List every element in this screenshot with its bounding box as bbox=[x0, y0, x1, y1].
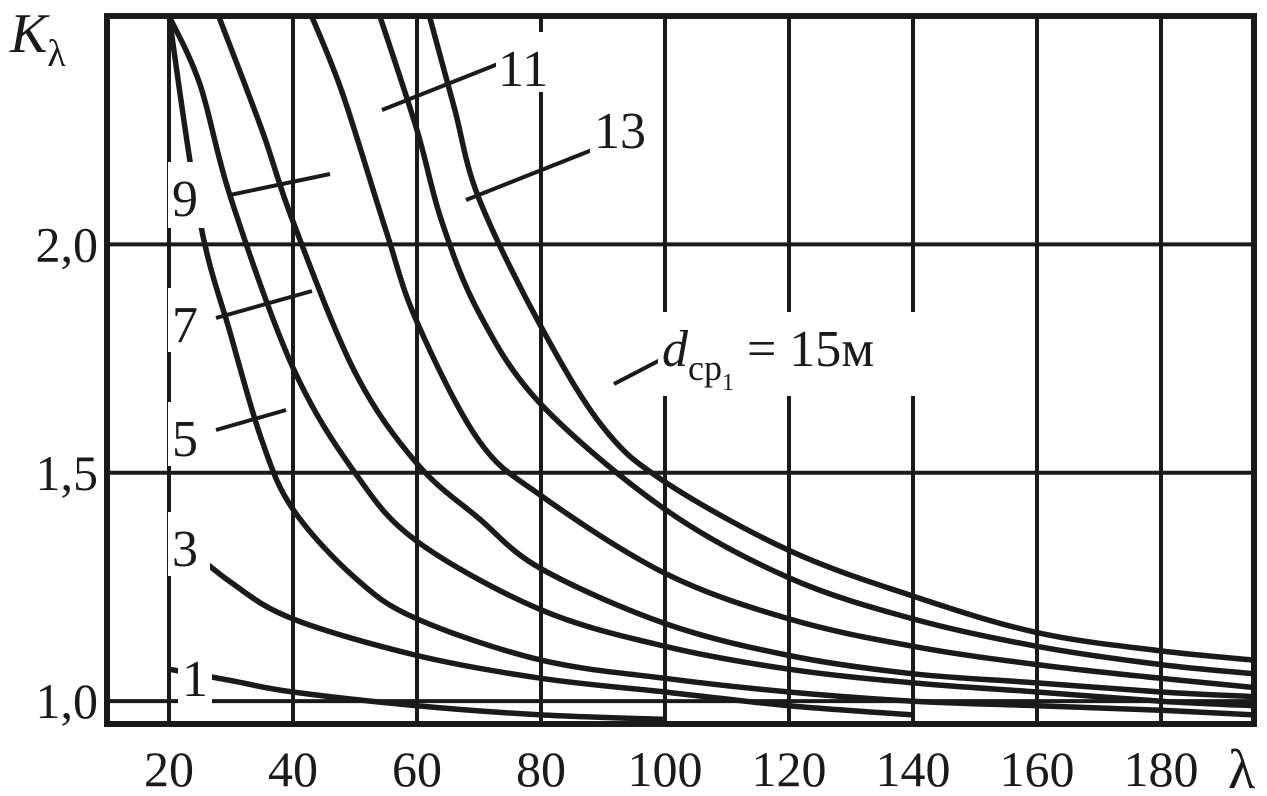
x-tick-label-80: 80 bbox=[516, 741, 566, 796]
series-line-9 bbox=[216, 16, 1254, 700]
curve-label-5: 5 bbox=[172, 411, 198, 468]
x-tick-label-180: 180 bbox=[1124, 741, 1199, 796]
d-annotation: dср1 = 15м bbox=[662, 321, 874, 396]
leader-line-13 bbox=[465, 148, 593, 202]
label-leader-lines bbox=[215, 62, 665, 432]
curve-label-1: 1 bbox=[182, 651, 208, 708]
series-line-13 bbox=[377, 16, 1254, 677]
curve-label-7: 7 bbox=[172, 297, 198, 354]
leader-line-d bbox=[613, 356, 665, 386]
y-axis-title-main: K bbox=[9, 3, 50, 65]
d-annotation-sub: ср bbox=[688, 348, 722, 388]
x-axis-title: λ bbox=[1228, 739, 1255, 796]
x-tick-label-100: 100 bbox=[628, 741, 703, 796]
series-line-7 bbox=[166, 16, 1254, 709]
leader-line-5 bbox=[215, 408, 287, 432]
x-tick-label-160: 160 bbox=[1000, 741, 1075, 796]
curve-label-11: 11 bbox=[498, 41, 548, 98]
label-1-backdrop bbox=[178, 642, 212, 706]
d-annotation-main: d bbox=[662, 321, 689, 378]
d-annotation-value: = 15м bbox=[734, 321, 874, 378]
label-3-backdrop bbox=[168, 512, 210, 576]
x-tick-label-20: 20 bbox=[144, 741, 194, 796]
x-tick-label-60: 60 bbox=[392, 741, 442, 796]
label-11-backdrop bbox=[496, 32, 558, 92]
label-13-backdrop bbox=[590, 94, 656, 154]
series-line-15 bbox=[426, 16, 1254, 663]
leader-line-9 bbox=[229, 172, 331, 197]
d-annotation-backdrop bbox=[658, 312, 950, 396]
y-axis-title: Kλ bbox=[9, 3, 66, 75]
curve-label-9: 9 bbox=[172, 171, 198, 228]
y-tick-label-1: 1,5 bbox=[36, 445, 99, 501]
label-5-backdrop bbox=[168, 402, 210, 466]
leader-line-11 bbox=[381, 62, 499, 112]
curve-label-13: 13 bbox=[594, 103, 646, 160]
y-tick-label-2: 2,0 bbox=[36, 216, 99, 272]
leader-line-7 bbox=[215, 289, 313, 320]
x-tick-labels: 20 40 60 80 100 120 140 160 180 bbox=[144, 741, 1199, 796]
label-7-backdrop bbox=[168, 288, 210, 352]
curves bbox=[166, 16, 1254, 723]
label-9-backdrop bbox=[168, 162, 210, 228]
curve-label-3: 3 bbox=[172, 521, 198, 578]
series-line-3 bbox=[167, 530, 914, 718]
x-tick-label-120: 120 bbox=[752, 741, 827, 796]
y-tick-label-0: 1,0 bbox=[36, 673, 99, 729]
x-tick-label-140: 140 bbox=[876, 741, 951, 796]
series-line-1 bbox=[168, 666, 666, 723]
x-tick-label-40: 40 bbox=[268, 741, 318, 796]
y-axis-title-sub: λ bbox=[47, 33, 66, 75]
series-line-11 bbox=[309, 16, 1254, 691]
plot-frame bbox=[104, 13, 1257, 727]
series-line-5 bbox=[166, 16, 1254, 718]
y-tick-labels: 1,0 1,5 2,0 bbox=[36, 216, 99, 729]
d-annotation-subsub: 1 bbox=[722, 370, 734, 396]
